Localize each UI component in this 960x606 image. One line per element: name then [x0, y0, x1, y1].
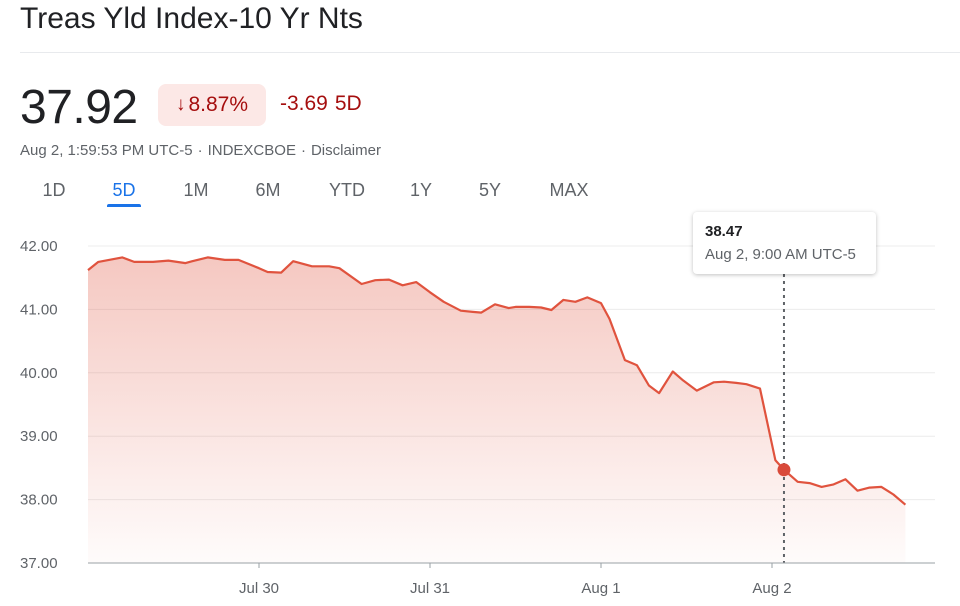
y-tick-label: 38.00: [20, 492, 58, 509]
tab-6m[interactable]: 6M: [255, 180, 281, 200]
price-area: [88, 257, 906, 563]
active-tab-indicator: [107, 204, 141, 207]
change-value: -3.69: [280, 92, 328, 115]
tooltip-value: 38.47: [705, 223, 743, 240]
arrow-down-icon: ↓: [175, 94, 186, 115]
x-tick-label: Aug 1: [581, 580, 620, 597]
quote-meta: Aug 2, 1:59:53 PM UTC-5 · INDEXCBOE · Discla…: [20, 142, 381, 159]
tab-5d[interactable]: 5D: [112, 180, 136, 200]
tab-1d[interactable]: 1D: [42, 180, 66, 200]
tooltip-time: Aug 2, 9:00 AM UTC-5: [705, 246, 856, 263]
quote-timestamp: Aug 2, 1:59:53 PM UTC-5: [20, 142, 193, 159]
y-axis-labels: 42.00 41.00 40.00 39.00 38.00 37.00: [20, 238, 58, 572]
x-tick-label: Jul 31: [410, 580, 450, 597]
range-tabs: 1D 5D 1M 6M YTD 1Y 5Y MAX: [0, 176, 960, 210]
tab-1m[interactable]: 1M: [183, 180, 209, 200]
tab-ytd[interactable]: YTD: [329, 180, 365, 200]
percent-change-value: 8.87%: [188, 93, 249, 116]
value-tooltip: 38.47 Aug 2, 9:00 AM UTC-5: [693, 212, 876, 274]
meta-separator: ·: [300, 142, 306, 159]
y-tick-label: 39.00: [20, 428, 58, 445]
meta-separator: ·: [197, 142, 203, 159]
disclaimer-link[interactable]: Disclaimer: [310, 142, 381, 159]
exchange-name: INDEXCBOE: [207, 142, 296, 159]
period-change: -3.69 5D: [280, 92, 362, 116]
title-divider: [20, 52, 960, 53]
x-tick-label: Aug 2: [752, 580, 791, 597]
current-price: 37.92: [20, 81, 138, 134]
percent-change-badge: ↓ 8.87%: [158, 84, 266, 126]
x-axis-labels: Jul 30 Jul 31 Aug 1 Aug 2: [239, 563, 792, 597]
y-tick-label: 41.00: [20, 301, 58, 318]
tab-5y[interactable]: 5Y: [478, 180, 502, 200]
y-tick-label: 42.00: [20, 238, 58, 255]
tab-max[interactable]: MAX: [549, 180, 589, 200]
y-tick-label: 37.00: [20, 555, 58, 572]
y-tick-label: 40.00: [20, 365, 58, 382]
page-title: Treas Yld Index-10 Yr Nts: [20, 2, 363, 35]
highlight-point: [777, 463, 791, 477]
change-period: 5D: [334, 92, 362, 115]
x-tick-label: Jul 30: [239, 580, 279, 597]
tab-1y[interactable]: 1Y: [409, 180, 433, 200]
